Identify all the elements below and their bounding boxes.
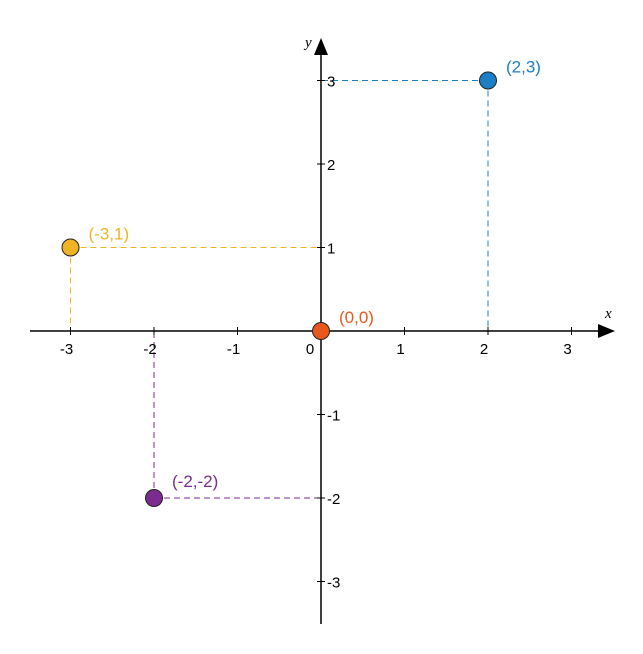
data-point-label: (-2,-2) xyxy=(172,472,218,491)
y-tick-label: -3 xyxy=(327,575,340,592)
x-tick-label: 2 xyxy=(480,341,488,358)
y-tick-label: 3 xyxy=(327,74,335,91)
data-point xyxy=(479,71,497,90)
y-tick-label: -1 xyxy=(327,408,340,425)
data-point-label: (2,3) xyxy=(506,58,541,77)
axis-ticks: -3 -2 -1 0 1 2 3 -3 -2 -1 1 2 3 xyxy=(60,74,572,592)
y-tick-label: 1 xyxy=(327,241,335,258)
y-axis-label: y xyxy=(303,35,312,51)
data-point xyxy=(61,238,80,257)
x-tick-label: -2 xyxy=(143,341,156,358)
x-tick-label: 3 xyxy=(563,341,571,358)
y-axis-arrow-icon xyxy=(314,38,328,55)
data-point-label: (0,0) xyxy=(339,308,374,327)
x-tick-label: -1 xyxy=(227,341,240,358)
x-tick-label: 0 xyxy=(306,341,314,358)
data-point xyxy=(145,489,163,507)
data-points: (2,3) (-3,1) (0,0) (-2,-2) xyxy=(61,58,541,507)
y-tick-label: -2 xyxy=(327,491,340,508)
x-axis-label: x xyxy=(604,306,612,322)
guide-lines xyxy=(70,80,489,499)
y-tick-label: 2 xyxy=(327,157,335,174)
x-tick-label: -3 xyxy=(60,341,73,358)
data-point-label: (-3,1) xyxy=(89,225,130,244)
x-axis-arrow-icon xyxy=(598,324,615,338)
x-tick-label: 1 xyxy=(396,341,404,358)
data-point xyxy=(312,322,330,340)
